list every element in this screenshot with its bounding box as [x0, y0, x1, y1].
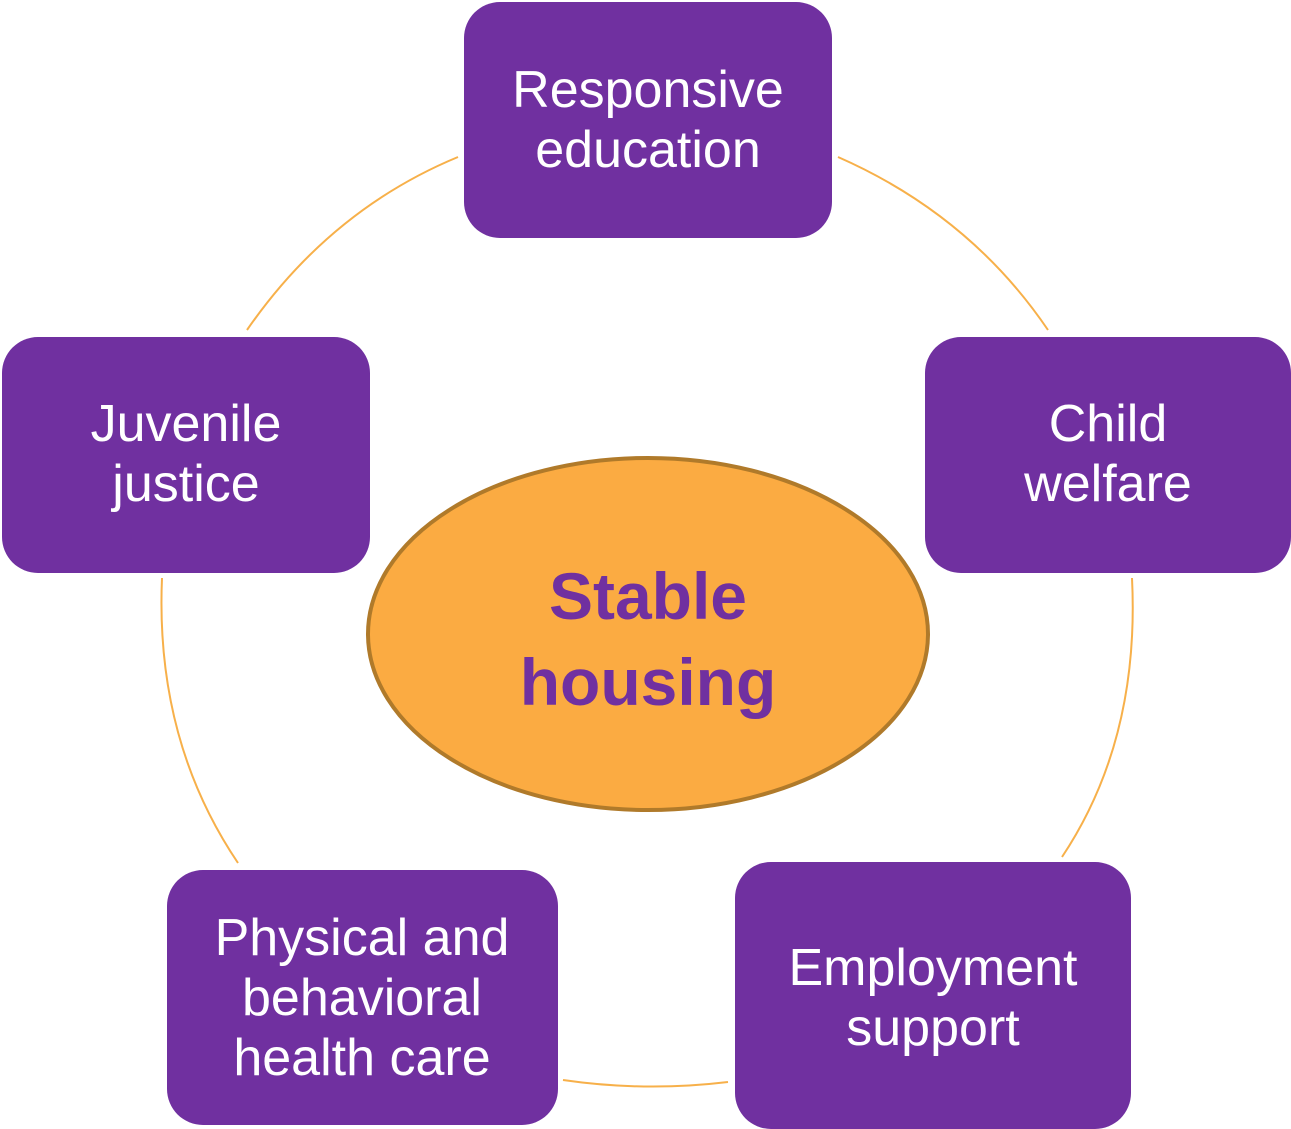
node-label: Employment: [789, 939, 1079, 997]
center-label: Stable: [549, 559, 747, 633]
node-label: Child: [1049, 395, 1168, 453]
ring-arc: [562, 1079, 729, 1088]
node-label: education: [535, 121, 761, 179]
node-label: health care: [233, 1029, 490, 1087]
node-label: Juvenile: [91, 395, 282, 453]
ring-arc: [837, 156, 1049, 331]
node-box: [2, 337, 370, 573]
node-label: support: [846, 999, 1020, 1057]
node-label: justice: [110, 455, 259, 513]
node-box: [735, 862, 1131, 1129]
center-ellipse: [366, 456, 930, 812]
ring-arc: [1061, 577, 1134, 858]
node-label: welfare: [1023, 455, 1192, 513]
ring-arc: [246, 156, 459, 331]
node-box: [925, 337, 1291, 573]
center-label: housing: [520, 645, 777, 719]
node-label: behavioral: [242, 969, 482, 1027]
node-label: Responsive: [512, 61, 784, 119]
node-box: [464, 2, 832, 238]
ring-arc: [160, 577, 239, 864]
node-box: [167, 870, 558, 1125]
node-label: Physical and: [215, 909, 510, 967]
cycle-ring: [160, 156, 1134, 1088]
